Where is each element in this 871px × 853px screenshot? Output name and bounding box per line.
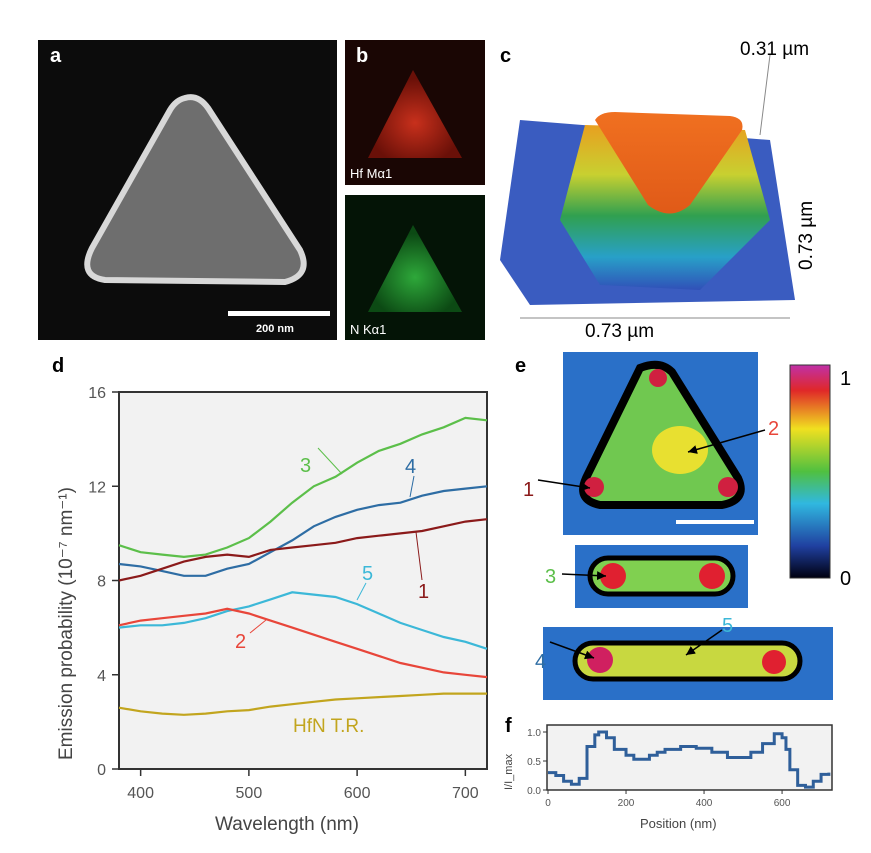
panel-e-cl-maps: e 1 0 1 2 3 4 5 <box>515 352 851 700</box>
series-line-1 <box>118 518 488 582</box>
n-map-triangle <box>368 225 462 312</box>
arrow-1 <box>537 479 591 492</box>
y-tick-label: 8 <box>97 574 106 591</box>
f-y-axis-title: I/I_max <box>503 753 515 790</box>
x-extent-label: 0.73 µm <box>585 321 654 342</box>
e-scale-bar <box>676 520 754 524</box>
series-line-2 <box>118 607 488 679</box>
x-tick-label: 400 <box>127 785 154 802</box>
profile-line <box>548 730 831 789</box>
colorbar-min: 0 <box>840 568 851 590</box>
n-map-label: N Kα1 <box>350 322 386 337</box>
rod-long-hotspot <box>587 647 613 673</box>
corner-hotspot <box>718 477 738 497</box>
nanotriangle <box>84 94 307 286</box>
plot-area <box>118 391 488 770</box>
colorbar <box>789 364 831 579</box>
scale-bar <box>228 311 330 316</box>
z-axis-line <box>759 54 771 136</box>
leader-1 <box>415 531 423 581</box>
series-line-4 <box>118 485 488 577</box>
f-x-axis-title: Position (nm) <box>640 816 717 831</box>
curve-label-3: 3 <box>300 455 311 477</box>
arrow-3 <box>561 571 607 581</box>
rod-long-hotspot <box>762 650 786 674</box>
hf-map-triangle <box>368 70 462 158</box>
rod-short-hotspot <box>699 563 725 589</box>
f-x-tick-label: 200 <box>618 798 635 809</box>
panel-f-profile-chart: f I/I_max Position (nm) 0 200 400 600 0.0 0.5… <box>503 715 833 831</box>
series-line-5 <box>118 591 488 650</box>
panel-d-label: d <box>52 355 64 377</box>
triangle-center-hotspot <box>652 426 708 474</box>
x-tick-label: 700 <box>452 785 479 802</box>
colorbar-max: 1 <box>840 368 851 390</box>
panel-c-afm-surface: c 0.31 µm 0.73 µm 0.73 µm <box>500 39 817 342</box>
leader-4 <box>409 475 415 498</box>
marker-4: 4 <box>535 651 546 673</box>
curve-label-4: 4 <box>405 456 416 478</box>
f-y-tick-label: 0.0 <box>527 786 541 797</box>
z-extent-label: 0.31 µm <box>740 39 809 60</box>
series-line-3 <box>118 416 488 559</box>
curve-annotations: 3 4 1 5 2 HfN T.R. <box>235 447 429 737</box>
f-x-tick-label: 400 <box>696 798 713 809</box>
marker-5: 5 <box>722 615 733 637</box>
panel-b-eds-maps: b Hf Mα1 N Kα1 <box>345 40 485 340</box>
panel-e-label: e <box>515 355 526 377</box>
panel-a-label: a <box>50 45 62 67</box>
y-tick-label: 4 <box>97 668 106 685</box>
marker-2: 2 <box>768 418 779 440</box>
f-x-tick-label: 0 <box>545 798 551 809</box>
curve-label-2: 2 <box>235 631 246 653</box>
corner-hotspot <box>649 369 667 387</box>
curve-label-hfn: HfN T.R. <box>293 716 364 737</box>
panel-d-emission-chart: d Emission probability (10⁻⁷ nm⁻¹) Wavel… <box>52 355 488 835</box>
f-y-tick-label: 1.0 <box>527 728 541 739</box>
x-tick-label: 500 <box>236 785 263 802</box>
y-tick-label: 12 <box>88 479 106 496</box>
leader-2 <box>249 619 267 634</box>
curve-label-1: 1 <box>418 581 429 603</box>
panel-a-sem-image: a 200 nm <box>38 40 337 340</box>
y-tick-label: 0 <box>97 762 106 779</box>
f-x-tick-label: 600 <box>774 798 791 809</box>
series-line-hfn-t-r- <box>118 692 487 716</box>
marker-1: 1 <box>523 479 534 501</box>
panel-f-label: f <box>505 715 512 737</box>
x-axis-title: Wavelength (nm) <box>215 814 359 835</box>
leader-5 <box>356 582 367 601</box>
arrow-4 <box>549 641 595 660</box>
arrow-5 <box>685 629 723 656</box>
rod-long-shape <box>572 640 803 682</box>
leader-3 <box>317 447 343 475</box>
curve-label-5: 5 <box>362 563 373 585</box>
afm-top <box>595 112 743 214</box>
f-y-tick-label: 0.5 <box>527 757 541 768</box>
y-extent-label: 0.73 µm <box>796 201 817 270</box>
arrow-2 <box>687 429 766 454</box>
marker-3: 3 <box>545 566 556 588</box>
panel-c-label: c <box>500 45 511 67</box>
y-axis-title: Emission probability (10⁻⁷ nm⁻¹) <box>56 487 77 760</box>
panel-b-label: b <box>356 45 368 67</box>
hf-map-label: Hf Mα1 <box>350 166 392 181</box>
y-tick-label: 16 <box>88 385 106 402</box>
x-tick-label: 600 <box>344 785 371 802</box>
scale-bar-label: 200 nm <box>256 323 294 335</box>
rod-short-hotspot <box>600 563 626 589</box>
corner-hotspot <box>584 477 604 497</box>
